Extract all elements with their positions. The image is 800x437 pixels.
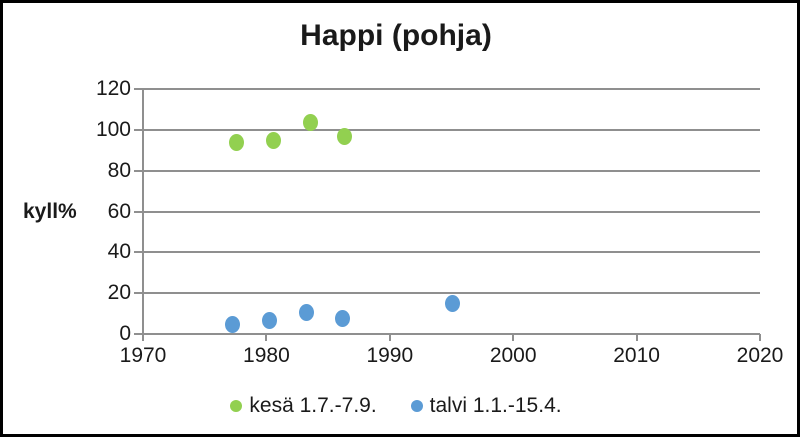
gridline-y-20 (134, 292, 760, 295)
x-tick-1990 (388, 334, 391, 341)
data-point-series1-3 (334, 309, 350, 327)
data-point-series0-0 (228, 134, 244, 152)
x-tick-label-2000: 2000 (489, 344, 537, 367)
data-point-series1-2 (298, 303, 314, 321)
x-tick-2000 (512, 334, 515, 341)
chart-title: Happi (pohja) (300, 19, 492, 52)
x-tick-2010 (635, 334, 638, 341)
y-tick-label-40: 40 (107, 240, 131, 264)
gridline-y-80 (134, 169, 760, 172)
x-tick-label-2020: 2020 (736, 344, 784, 367)
x-tick-label-1990: 1990 (366, 344, 414, 367)
data-point-series0-2 (302, 113, 318, 131)
gridline-y-120 (134, 88, 760, 90)
y-tick-label-0: 0 (119, 322, 131, 345)
gridline-y-40 (134, 251, 760, 254)
gridline-y-0 (134, 333, 760, 335)
legend-label-kesa: kesä 1.7.-7.9. (249, 394, 377, 417)
data-point-series1-0 (224, 315, 240, 333)
x-tick-label-2010: 2010 (613, 344, 660, 367)
y-axis-line (142, 89, 144, 341)
y-tick-label-80: 80 (107, 158, 131, 182)
gridline-y-100 (134, 128, 760, 131)
gridline-y-60 (134, 210, 760, 213)
x-tick-1970 (142, 334, 144, 341)
x-tick-2020 (759, 334, 761, 341)
legend-label-talvi: talvi 1.1.-15.4. (429, 394, 562, 417)
legend-item-kesa: kesä 1.7.-7.9. (230, 394, 377, 418)
data-point-series1-4 (444, 295, 460, 313)
y-tick-label-20: 20 (107, 281, 131, 305)
x-tick-label-1970: 1970 (119, 344, 167, 367)
y-tick-label-100: 100 (95, 117, 131, 141)
data-point-series1-1 (261, 311, 277, 329)
legend-item-talvi: talvi 1.1.-15.4. (410, 394, 562, 418)
x-tick-label-1980: 1980 (243, 344, 290, 367)
legend-marker-talvi-icon (410, 400, 423, 412)
data-point-series0-1 (265, 132, 281, 150)
legend: kesä 1.7.-7.9. talvi 1.1.-15.4. (3, 394, 789, 418)
y-tick-label-120: 120 (95, 77, 131, 100)
x-tick-1980 (265, 334, 268, 341)
legend-marker-kesa-icon (230, 400, 243, 412)
y-axis-title: kyll% (23, 200, 77, 223)
data-point-series0-3 (337, 127, 353, 145)
y-tick-label-60: 60 (107, 199, 131, 223)
